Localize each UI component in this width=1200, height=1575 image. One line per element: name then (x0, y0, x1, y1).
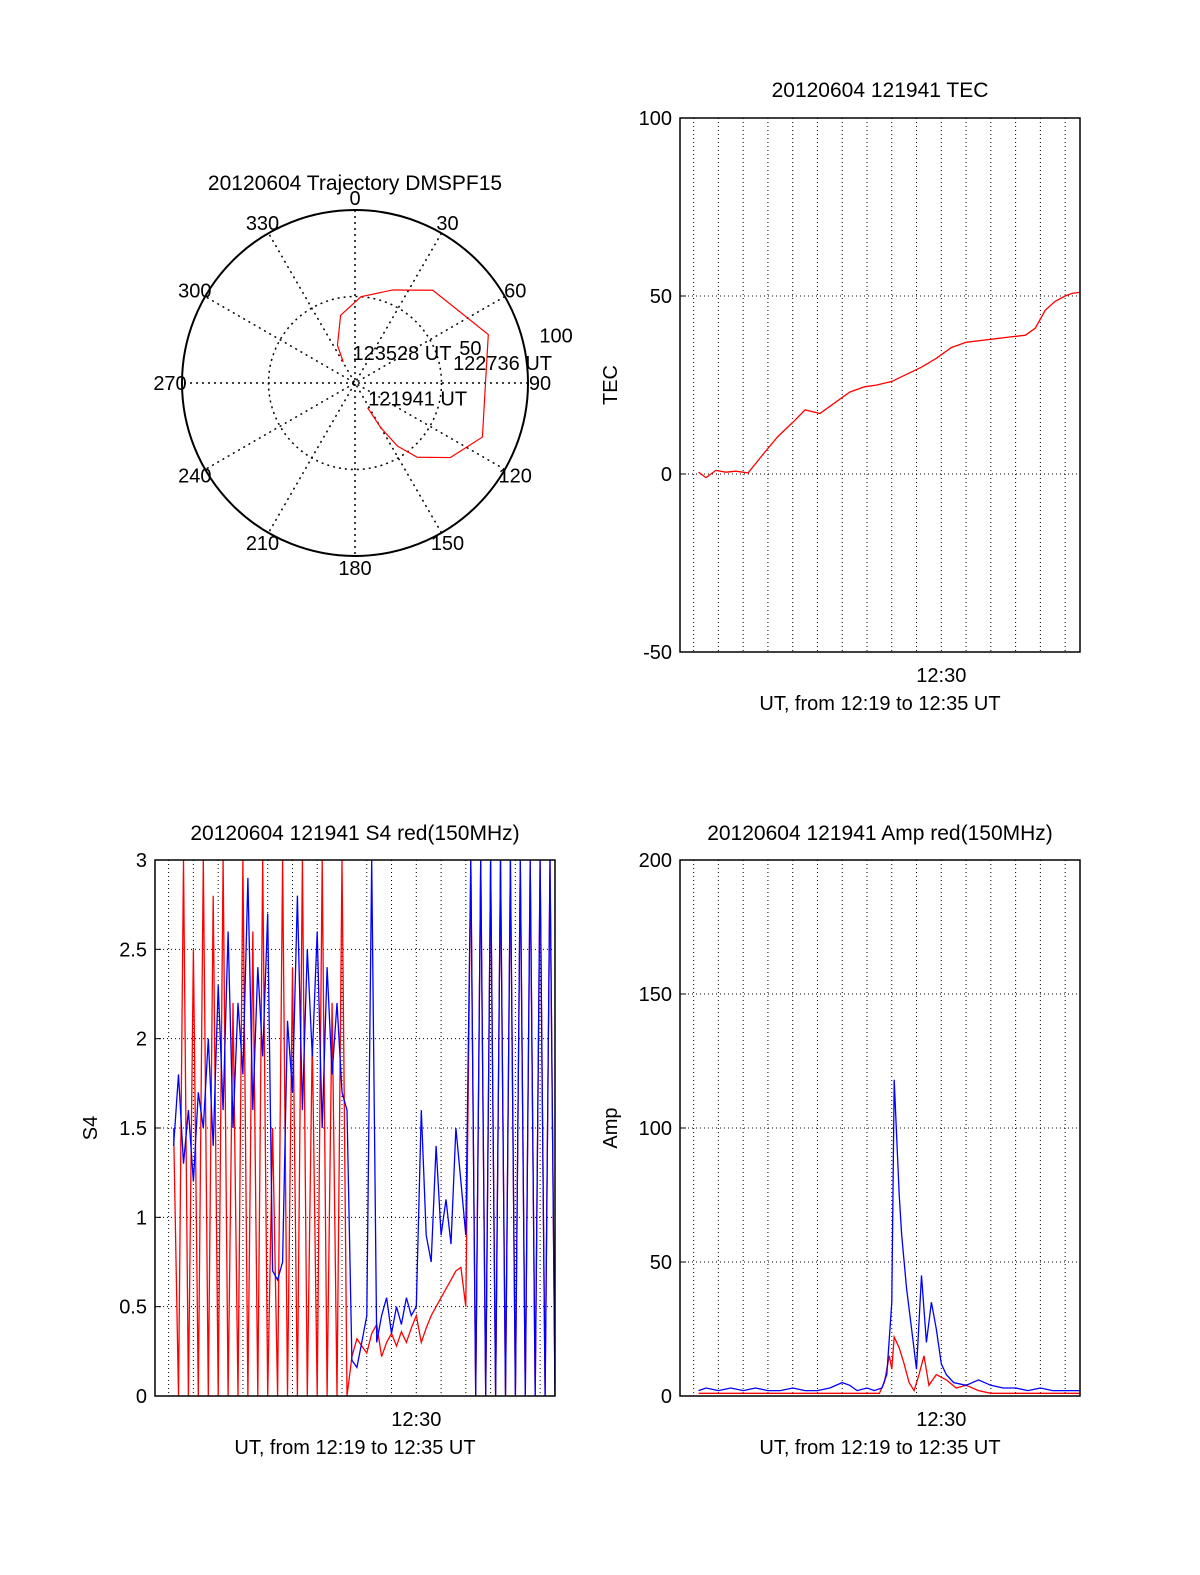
y-tick-label: 0 (661, 1386, 672, 1408)
polar-angle-label: 270 (153, 373, 186, 395)
s4-ylabel: S4 (80, 1116, 102, 1140)
y-tick-label: 1 (136, 1207, 147, 1229)
y-tick-label: 1.5 (119, 1118, 147, 1140)
polar-angle-label: 30 (436, 213, 458, 235)
polar-angle-label: 210 (246, 533, 279, 555)
y-tick-label: 50 (650, 286, 672, 308)
s4-plot-area: 0 0.5 1 1.5 2 2.5 3 12:30 (119, 850, 556, 1431)
polar-angle-label: 60 (504, 281, 526, 303)
polar-radius-label: 100 (539, 326, 572, 348)
y-tick-label: 0 (661, 464, 672, 486)
y-tick-label: 2.5 (119, 939, 147, 961)
tec-title: 20120604 121941 TEC (772, 79, 989, 102)
tec-plot-area: -50 0 50 100 12:30 (639, 108, 1081, 687)
trajectory-line (336, 289, 489, 459)
y-tick-label: 2 (136, 1029, 147, 1051)
y-tick-label: 50 (650, 1252, 672, 1274)
polar-spoke (267, 232, 443, 534)
polar-grid (181, 209, 529, 557)
polar-spoke (267, 232, 443, 534)
s4-panel: 20120604 121941 S4 red(150MHz) 0 0.5 1 1.5 2… (80, 822, 556, 1459)
plot-frame (154, 859, 556, 1397)
amp-plot-area: 0 50 100 150 200 12:30 (639, 850, 1081, 1431)
plot-frame (679, 859, 1081, 1397)
x-tick-label: 12:30 (916, 1409, 966, 1431)
polar-angle-label: 0 (349, 188, 360, 210)
trajectory-time-label: 122736 UT (453, 353, 552, 375)
y-tick-label: 200 (639, 850, 672, 872)
y-tick-label: 3 (136, 850, 147, 872)
data-series-line (698, 1334, 1080, 1394)
polar-spoke (204, 295, 506, 471)
polar-angle-label: 240 (178, 466, 211, 488)
tec-ylabel: TEC (600, 365, 622, 405)
polar-angle-labels: 0 30 60 90 120 150 180 210 240 270 300 330 50 100 (153, 188, 572, 580)
s4-title: 20120604 121941 S4 red(150MHz) (190, 822, 519, 845)
y-tick-label: 100 (639, 1118, 672, 1140)
polar-spoke (204, 295, 506, 471)
amp-title: 20120604 121941 Amp red(150MHz) (707, 822, 1053, 845)
polar-angle-label: 120 (499, 466, 532, 488)
polar-angle-label: 180 (338, 558, 371, 580)
polar-angle-label: 300 (178, 281, 211, 303)
y-tick-label: 100 (639, 108, 672, 130)
tec-xlabel: UT, from 12:19 to 12:35 UT (759, 693, 1000, 715)
polar-angle-label: 90 (529, 373, 551, 395)
y-tick-label: 150 (639, 984, 672, 1006)
polar-radius-label: 50 (459, 338, 481, 360)
y-tick-label: 0.5 (119, 1297, 147, 1319)
trajectory-polar-panel: 20120604 Trajectory DMSPF15 0 30 60 90 120 15… (153, 172, 572, 580)
x-tick-label: 12:30 (391, 1409, 441, 1431)
plot-frame (679, 117, 1081, 653)
trajectory-title: 20120604 Trajectory DMSPF15 (208, 172, 502, 195)
polar-angle-label: 150 (431, 533, 464, 555)
polar-angle-label: 330 (246, 213, 279, 235)
y-tick-label: 0 (136, 1386, 147, 1408)
trajectory-time-label: 123528 UT (352, 343, 451, 365)
s4-xlabel: UT, from 12:19 to 12:35 UT (234, 1437, 475, 1459)
polar-inner-circle (267, 295, 443, 471)
trajectory-time-label: 121941 UT (368, 388, 467, 410)
data-series-line (698, 1079, 1080, 1392)
amp-ylabel: Amp (600, 1107, 622, 1148)
x-tick-label: 12:30 (916, 665, 966, 687)
data-series-line (698, 291, 1080, 479)
data-series-line (172, 860, 555, 1396)
polar-trajectory (336, 289, 489, 459)
amp-xlabel: UT, from 12:19 to 12:35 UT (759, 1437, 1000, 1459)
amp-panel: 20120604 121941 Amp red(150MHz) 0 50 100 15… (600, 822, 1081, 1459)
y-tick-label: -50 (643, 642, 672, 664)
tec-panel: 20120604 121941 TEC -50 0 50 100 12:30 UT, f… (600, 79, 1081, 715)
